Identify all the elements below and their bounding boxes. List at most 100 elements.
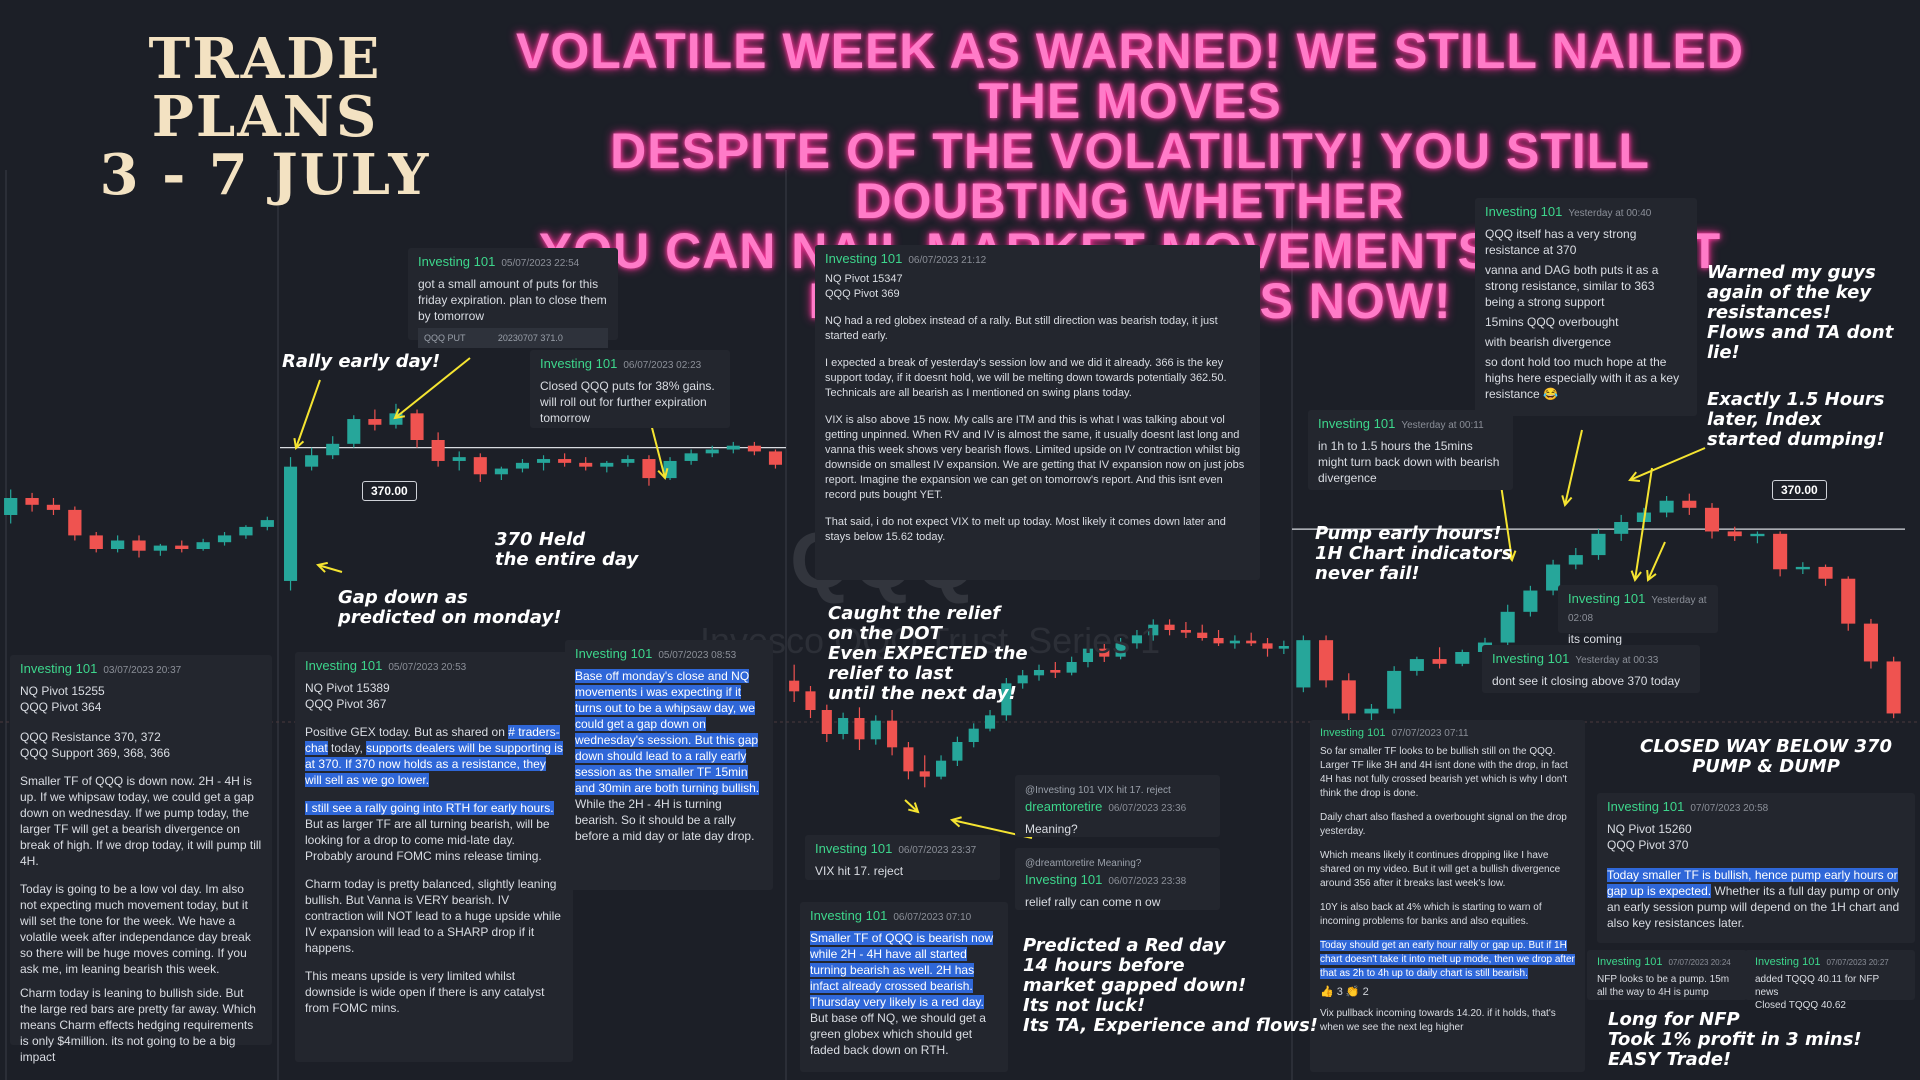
chat-message-n6: Investing 101 06/07/2023 21:12 NQ Pivot 1… (815, 245, 1260, 580)
chat-message-n4: Investing 101 05/07/2023 20:53 NQ Pivot 1… (295, 652, 573, 1062)
chat-message-n7: Investing 101 06/07/2023 23:37 VIX hit 17… (805, 835, 1000, 880)
candle-up (239, 526, 253, 536)
timestamp: 05/07/2023 22:54 (501, 258, 580, 269)
annotation-rally: Rally early day! (282, 351, 441, 372)
message-text: got a small amount of puts for this frid… (418, 277, 607, 323)
annotation-arrow (904, 799, 919, 813)
candle-up (600, 462, 614, 467)
username[interactable]: Investing 101 (1755, 956, 1821, 968)
headline-line-1: VOLATILE WEEK AS WARNED! WE STILL NAILED… (516, 23, 1744, 129)
candle-down (1727, 531, 1742, 537)
attachment[interactable]: QQQ PUT 20230707 371.0 (418, 328, 608, 348)
message-text: Vix pullback incoming towards 14.20. if … (1320, 1008, 1556, 1033)
timestamp: Yesterday at 00:11 (1401, 420, 1484, 431)
candle-up (1523, 590, 1538, 612)
annotation-warned: Warned my guys again of the key resistan… (1707, 262, 1894, 363)
title-line-1: TRADE PLANS (148, 26, 382, 150)
username[interactable]: Investing 101 (1492, 651, 1570, 666)
candle-down (1341, 680, 1356, 714)
chat-message-n15: Investing 101 07/07/2023 07:11 So far sma… (1310, 720, 1585, 1072)
reactions[interactable]: 👍 3 👏 2 (1320, 986, 1369, 998)
candle-up (1082, 648, 1094, 662)
message-text: Smaller TF of QQQ is bearish now while 2… (810, 931, 994, 1057)
candle-up (1001, 683, 1012, 716)
candle-down (410, 413, 424, 440)
candle-down (768, 451, 782, 465)
annotation-arrowhead (908, 802, 920, 814)
username[interactable]: Investing 101 (418, 254, 496, 269)
username[interactable]: Investing 101 (540, 356, 618, 371)
username[interactable]: Investing 101 (20, 661, 98, 676)
candle-up (1455, 652, 1470, 664)
candle-down (1213, 638, 1224, 644)
reply-reference[interactable]: @dreamtoretire Meaning? (1025, 858, 1142, 869)
candle-down (1262, 643, 1273, 649)
annotation-predicted: Predicted a Red day 14 hours before mark… (1023, 935, 1318, 1036)
username[interactable]: Investing 101 (1607, 799, 1685, 814)
annotation-exactly: Exactly 1.5 Hours later, Index started d… (1707, 389, 1885, 450)
annotation-pump: Pump early hours! 1H Chart indicators ne… (1315, 523, 1513, 584)
candle-down (558, 459, 572, 463)
username[interactable]: dreamtoretire (1025, 799, 1103, 814)
timestamp: 06/07/2023 23:37 (898, 845, 977, 856)
candle-down (805, 691, 816, 710)
candle-down (1704, 507, 1720, 532)
annotation-arrow (317, 564, 343, 573)
username[interactable]: Investing 101 (1485, 204, 1563, 219)
username[interactable]: Investing 101 (1025, 872, 1103, 887)
message-text: Which means likely it continues dropping… (1320, 850, 1561, 889)
message-text: Smaller TF of QQQ is down now. 2H - 4H i… (20, 774, 262, 868)
candle-down (854, 718, 865, 740)
candle-up (1500, 611, 1515, 643)
timestamp: 07/07/2023 20:58 (1690, 803, 1769, 814)
candle-up (1659, 500, 1674, 513)
username[interactable]: Investing 101 (1597, 956, 1663, 968)
annotation-arrow (1634, 467, 1653, 581)
message-text: Meaning? (1025, 822, 1078, 836)
candle-up (1364, 708, 1379, 714)
message-text: I expected a break of yesterday's sessio… (825, 357, 1227, 399)
candle-up (1115, 643, 1126, 657)
message-text: Closed QQQ puts for 38% gains. will roll… (540, 379, 715, 425)
annotation-relief: Caught the relief on the DOT Even EXPECT… (828, 603, 1028, 704)
candles (4, 403, 1901, 788)
annotation-arrowhead (1646, 569, 1657, 582)
username[interactable]: Investing 101 (810, 908, 888, 923)
username[interactable]: Investing 101 (1568, 591, 1646, 606)
username[interactable]: Investing 101 (305, 658, 383, 673)
username[interactable]: Investing 101 (825, 251, 903, 266)
chat-message-n13: Investing 101 Yesterday at 02:08 its comi… (1558, 585, 1718, 646)
message-text: NQ Pivot 15347 QQQ Pivot 369 (825, 273, 903, 300)
candle-down (642, 459, 656, 479)
message-text: Charm today is pretty balanced, slightly… (305, 877, 561, 955)
candle-up (110, 540, 125, 549)
chat-message-n2: Investing 101 05/07/2023 22:54 got a smal… (408, 248, 618, 348)
headline-line-2: DESPITE OF THE VOLATILITY! YOU STILL DOU… (610, 123, 1650, 229)
timestamp: 05/07/2023 08:53 (658, 650, 737, 661)
candle-up (1614, 522, 1629, 534)
message-text: Today is going to be a low vol day. Im a… (20, 882, 251, 976)
username[interactable]: Investing 101 (815, 841, 893, 856)
candle-up (1568, 555, 1583, 565)
username[interactable]: Investing 101 (575, 646, 653, 661)
candle-up (705, 449, 719, 454)
message-text: Base off monday's close and NQ movements… (575, 669, 760, 843)
message-text: Positive GEX today. But as shared on # t… (305, 725, 563, 787)
message-text: VIX hit 17. reject (815, 864, 904, 878)
message-text: 10Y is also back at 4% which is starting… (1320, 902, 1542, 927)
candle-down (747, 445, 761, 452)
message-text: Today smaller TF is bullish, hence pump … (1607, 868, 1900, 930)
timestamp: 06/07/2023 23:36 (1108, 803, 1187, 814)
annotation-arrowhead (315, 561, 328, 573)
message-text: Charm today is leaning to bullish side. … (20, 986, 256, 1064)
candle-up (1278, 646, 1289, 649)
timestamp: 03/07/2023 20:37 (103, 665, 182, 676)
reply-reference[interactable]: @Investing 101 VIX hit 17. reject (1025, 785, 1171, 796)
candle-down (1099, 648, 1110, 657)
message-text: VIX is also above 15 now. My calls are I… (825, 414, 1245, 501)
candle-down (1164, 624, 1175, 630)
candle-down (431, 440, 445, 461)
username[interactable]: Investing 101 (1320, 727, 1386, 739)
candle-up (1017, 675, 1028, 684)
username[interactable]: Investing 101 (1318, 416, 1396, 431)
